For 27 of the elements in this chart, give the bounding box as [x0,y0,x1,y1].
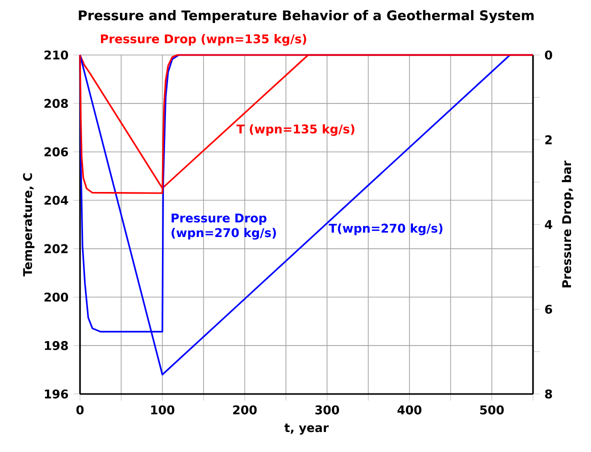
chart-title: Pressure and Temperature Behavior of a Geothermal System [78,10,534,24]
x-axis-title: t, year [284,424,329,435]
y2-axis-title: Pressure Drop, bar [562,160,574,288]
x-tick-label: 400 [397,405,422,414]
x-tick-label: 100 [151,405,174,414]
y-tick-label: 208 [44,98,68,108]
y-tick-label: 204 [44,196,68,205]
series-label: T (wpn=135 kg/s) [236,124,354,136]
x-tick-label: 500 [480,405,504,414]
y-tick-label: 210 [44,50,68,60]
y-tick-label: 206 [44,147,68,156]
series-label: Pressure Drop (wpn=135 kg/s) [100,34,306,46]
y2-tick-label: 4 [544,220,552,229]
series-label: T(wpn=270 kg/s) [328,223,442,236]
y2-tick-label: 6 [545,304,552,314]
y2-tick-label: 2 [545,135,552,144]
x-tick-label: 200 [233,405,257,414]
y-tick-label: 202 [44,244,68,254]
x-tick-label: 0 [76,405,84,414]
series-label: Pressure Drop (wpn=270 kg/s) [172,214,276,240]
y-tick-label: 196 [44,389,68,399]
y-axis-title: Temperature, C [23,173,34,276]
y2-tick-label: 0 [544,50,552,60]
y-tick-label: 200 [44,292,68,302]
x-tick-label: 300 [315,405,340,414]
y-tick-label: 198 [44,341,68,350]
y2-tick-label: 8 [545,389,552,399]
